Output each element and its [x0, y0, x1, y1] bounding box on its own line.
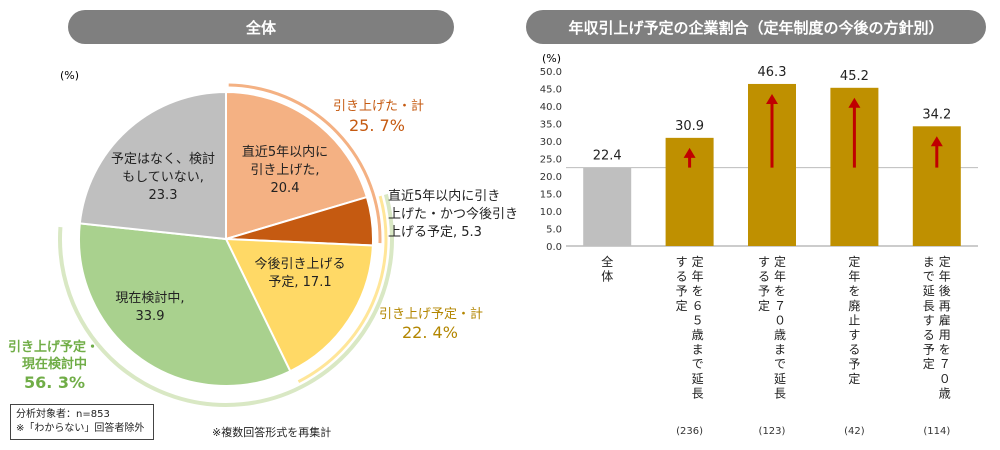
pie-slice-label-4: 現在検討中, 33.9 [115, 290, 184, 324]
recount-note: ※複数回答形式を再集計 [212, 426, 332, 439]
category-label-1-1: 全体 [601, 254, 613, 284]
y-tick-label: 25.0 [540, 155, 562, 166]
pie-slice-4 [78, 222, 292, 387]
category-label-5-2: まで延長する予定 [923, 255, 935, 371]
pie-slice-3 [224, 237, 374, 373]
arc-planned [297, 195, 388, 383]
sample-note-box: 分析対象者：n=853 ※「わからない」回答者除外 [10, 404, 154, 440]
pie-slice-1 [225, 90, 369, 241]
y-tick-label: 35.0 [540, 120, 562, 131]
group-planned-title: 引き上げ予定・計 [379, 306, 483, 322]
bar-chart: 22.4全体30.9定年を６５歳まで延長する予定(236)46.3定年を７０歳ま… [583, 65, 961, 437]
y-tick-label: 30.0 [540, 137, 562, 148]
group-planned-value: 22. 4% [402, 323, 458, 342]
pie-slice-label-5: 予定はなく、検討もしていない, 23.3 [111, 151, 215, 203]
bar-value-label-3: 46.3 [758, 65, 787, 80]
y-tick-label: 0.0 [546, 242, 562, 253]
pie-slice-label-1: 直近5年以内に引き上げた, 20.4 [242, 144, 328, 196]
bar-axis: 0.0 5.0 10.0 15.0 20.0 25.0 30.0 35.0 40.0 45.0 50… [540, 67, 978, 253]
arc-planned-or-considering [58, 193, 394, 407]
arc-raised [228, 83, 382, 244]
y-tick-label: 5.0 [546, 225, 562, 236]
pie-labels: 直近5年以内に引き上げた, 20.4 直近5年以内に引き上げた・かつ今後引き上げる予… [111, 144, 518, 324]
y-tick-label: 45.0 [540, 85, 562, 96]
increase-arrow-head-5 [930, 136, 943, 147]
exclusion-note: ※「わからない」回答者除外 [16, 423, 145, 434]
group-considering-title-1: 引き上げ予定・ [8, 339, 99, 355]
pie-chart [78, 90, 374, 387]
increase-arrow-head-2 [683, 147, 696, 158]
y-tick-label: 40.0 [540, 102, 562, 113]
sample-size-label-4: (42) [844, 426, 865, 437]
category-label-5-1: 定年後再雇用を７０歳 [939, 254, 951, 400]
y-tick-label: 20.0 [540, 172, 562, 183]
group-raised-title: 引き上げた・計 [333, 98, 424, 114]
right-panel-header: 年収引上げ予定の企業割合（定年制度の今後の方針別） [526, 10, 986, 44]
group-raised-value: 25. 7% [349, 116, 405, 135]
pie-unit-label: (%) [60, 69, 79, 82]
left-panel-header: 全体 [68, 10, 454, 44]
category-label-4-1: 定年を廃止する予定 [848, 254, 860, 386]
group-considering-title-2: 現在検討中 [22, 356, 87, 372]
bar-value-label-2: 30.9 [675, 119, 704, 134]
y-tick-label: 15.0 [540, 190, 562, 201]
sample-size-label-3: (123) [759, 426, 786, 437]
bar-value-label-1: 22.4 [593, 149, 622, 164]
pie-slice-label-3: 今後引き上げる予定, 17.1 [254, 256, 345, 290]
bar-1 [583, 167, 632, 246]
category-label-3-2: する予定 [758, 255, 770, 313]
sample-size-note: 分析対象者：n=853 [16, 409, 110, 420]
category-label-2-2: する予定 [676, 255, 688, 313]
bar-unit-label: (%) [542, 52, 561, 65]
sample-size-label-2: (236) [676, 426, 703, 437]
increase-arrow-head-3 [766, 93, 778, 104]
category-label-2-1: 定年を６５歳まで延長 [692, 254, 704, 400]
y-tick-label: 10.0 [540, 207, 562, 218]
y-tick-label: 50.0 [540, 67, 562, 78]
bar-value-label-5: 34.2 [922, 107, 951, 122]
bar-value-label-4: 45.2 [840, 69, 869, 84]
pie-group-arcs [58, 83, 394, 407]
pie-slice-5 [78, 90, 227, 241]
pie-slice-label-2: 直近5年以内に引き上げた・かつ今後引き上げる予定, 5.3 [388, 188, 518, 240]
increase-arrow-head-4 [848, 97, 861, 108]
category-label-3-1: 定年を７０歳まで延長 [774, 254, 786, 400]
group-considering-value: 56. 3% [24, 373, 85, 392]
sample-size-label-5: (114) [923, 426, 950, 437]
pie-group-labels: 引き上げた・計 25. 7% 引き上げ予定・計22. 4% 引き上げ予定・現在検討中5… [8, 98, 483, 392]
